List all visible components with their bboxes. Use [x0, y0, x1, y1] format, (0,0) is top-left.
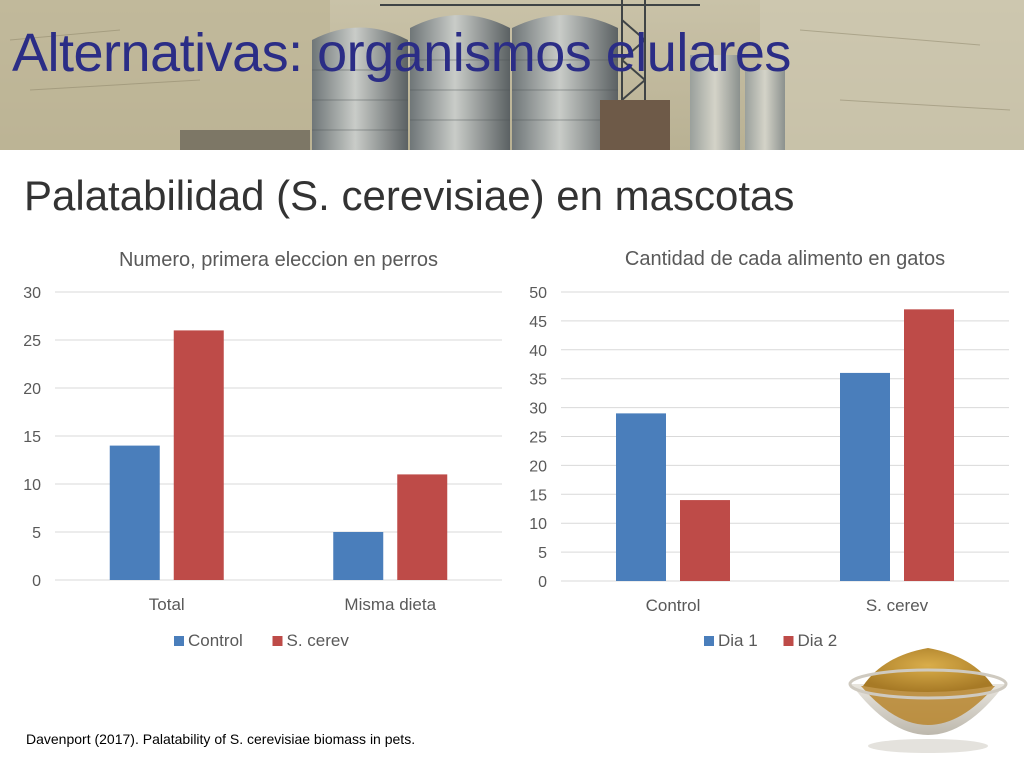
y-tick-label: 30 [23, 285, 41, 302]
chart-title: Cantidad de cada alimento en gatos [625, 248, 945, 270]
y-tick-label: 10 [23, 477, 41, 494]
y-tick-label: 20 [529, 458, 547, 475]
x-category-label: Total [149, 595, 185, 614]
citation-text: Davenport (2017). Palatability of S. cer… [26, 731, 416, 747]
y-tick-label: 15 [23, 429, 41, 446]
legend-swatch [174, 636, 184, 646]
bowl-illustration [848, 648, 1008, 753]
header-banner-image [0, 0, 1024, 150]
legend-label: Control [188, 631, 243, 650]
x-category-label: S. cerev [866, 596, 929, 615]
y-tick-label: 0 [32, 573, 41, 590]
yeast-bowl-image [843, 636, 1013, 761]
legend-label: Dia 1 [718, 631, 758, 650]
y-tick-label: 25 [529, 430, 547, 447]
x-category-label: Misma dieta [344, 595, 436, 614]
bar-control [333, 532, 384, 580]
x-category-label: Control [646, 596, 701, 615]
y-tick-label: 45 [529, 314, 547, 331]
y-tick-label: 25 [23, 333, 41, 350]
legend-swatch [272, 636, 283, 646]
y-tick-label: 30 [529, 401, 547, 418]
legend-swatch [704, 636, 714, 646]
legend-swatch [783, 636, 794, 646]
bar-dia-1 [840, 372, 890, 581]
y-tick-label: 10 [529, 516, 547, 533]
y-tick-label: 5 [538, 545, 547, 562]
slide-title: Alternativas: organismos elulares [12, 23, 791, 83]
slide-subtitle: Palatabilidad (S. cerevisiae) en mascota… [24, 172, 795, 219]
y-tick-label: 40 [529, 343, 547, 360]
legend-label: Dia 2 [798, 631, 838, 650]
chart-title: Numero, primera eleccion en perros [119, 249, 438, 271]
chart-dogs-svg: Numero, primera eleccion en perros 0 5 10 15… [23, 249, 502, 650]
chart-cats-svg: Cantidad de cada alimento en gatos 0 5 10 15… [529, 248, 1009, 650]
y-tick-label: 20 [23, 381, 41, 398]
bar-s-cerev [173, 330, 224, 580]
chart-cats-food-amount: Cantidad de cada alimento en gatos 0 5 10 15… [505, 238, 1024, 658]
chart-dogs-first-choice: Numero, primera eleccion en perros 0 5 10 15… [0, 238, 515, 658]
bar-control [109, 445, 160, 580]
y-tick-label: 15 [529, 487, 547, 504]
bar-s-cerev [397, 474, 448, 580]
bar-dia-1 [616, 413, 666, 581]
bar-dia-2 [680, 500, 730, 581]
bar-dia-2 [904, 309, 954, 581]
y-tick-label: 50 [529, 285, 547, 302]
y-tick-label: 0 [538, 574, 547, 591]
legend-label: S. cerev [287, 631, 350, 650]
silos-illustration [0, 0, 1024, 150]
y-tick-label: 5 [32, 525, 41, 542]
y-tick-label: 35 [529, 372, 547, 389]
